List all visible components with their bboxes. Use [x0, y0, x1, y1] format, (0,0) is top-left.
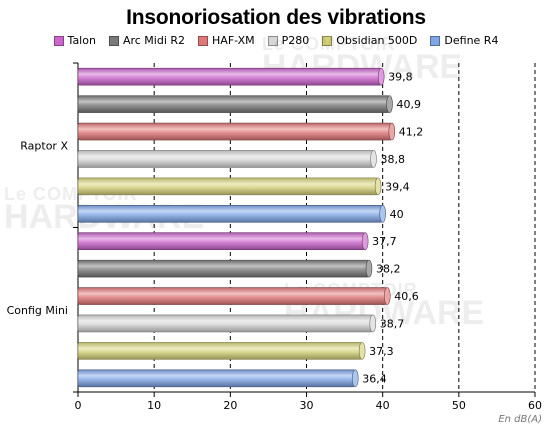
bar-cap: [379, 204, 386, 223]
legend-label: Talon: [67, 34, 96, 47]
x-tick-label: 60: [528, 399, 542, 412]
data-label: 36,4: [362, 372, 387, 385]
bar-cap: [358, 342, 366, 360]
data-label: 37,3: [369, 345, 394, 358]
legend-swatch: [267, 35, 278, 46]
x-tick-label: 30: [300, 399, 314, 412]
legend-swatch: [108, 35, 119, 46]
x-tick-label: 50: [452, 399, 466, 412]
chart-title: Insonoriosation des vibrations: [126, 6, 426, 29]
bar-arc-midi-r2: [77, 259, 370, 278]
bar-talon: [77, 67, 382, 86]
bar-cap: [386, 95, 393, 113]
bar-cap: [351, 369, 359, 388]
category-label: Config Mini: [7, 304, 68, 317]
data-label: 39,4: [385, 180, 410, 193]
bar-obsidian-500d: [77, 342, 363, 360]
bar-cap: [374, 177, 382, 196]
x-tick-label: 10: [147, 399, 161, 412]
bar-cap: [377, 67, 385, 86]
data-label: 38,2: [376, 263, 401, 276]
x-tick-label: 40: [376, 399, 390, 412]
legend-item-4: Obsidian 500D: [322, 34, 417, 47]
bar-haf-xm: [77, 287, 388, 305]
data-label: 40: [390, 208, 404, 221]
legend-item-3: P280: [267, 34, 310, 47]
legend-label: P280: [281, 34, 310, 47]
bar-cap: [388, 122, 396, 141]
bar-cap: [361, 232, 369, 251]
x-tick-label: 20: [223, 399, 237, 412]
bar-cap: [369, 314, 377, 333]
bar-cap: [370, 150, 377, 168]
x-tick-label: 0: [75, 399, 82, 412]
data-label: 40,9: [397, 98, 422, 111]
legend: Talon Arc Midi R2 HAF-XM P280 Obsidian 500D D…: [0, 34, 552, 47]
bar-talon: [77, 232, 366, 251]
legend-swatch: [198, 35, 209, 46]
legend-item-5: Define R4: [430, 34, 498, 47]
legend-label: Arc Midi R2: [122, 34, 186, 47]
legend-item-2: HAF-XM: [198, 34, 255, 47]
bar-obsidian-500d: [77, 177, 379, 196]
legend-label: HAF-XM: [212, 34, 255, 47]
bar-haf-xm: [77, 122, 393, 141]
bar-p280: [77, 150, 374, 168]
legend-item-0: Talon: [53, 34, 96, 47]
bar-p280: [77, 314, 374, 333]
legend-swatch: [322, 35, 333, 46]
data-label: 37,7: [372, 235, 397, 248]
data-label: 41,2: [399, 126, 424, 139]
bar-arc-midi-r2: [77, 95, 390, 113]
data-label: 39,8: [388, 71, 413, 84]
legend-label: Define R4: [444, 34, 499, 47]
data-label: 40,6: [394, 290, 419, 303]
data-label: 38,7: [380, 317, 405, 330]
bar-define-r4: [77, 369, 356, 388]
bar-cap: [383, 287, 391, 305]
watermark-line1: Le COMPTOIR: [262, 34, 396, 54]
legend-label: Obsidian 500D: [336, 34, 418, 47]
legend-swatch: [53, 35, 64, 46]
data-label: 38,8: [381, 153, 406, 166]
legend-item-1: Arc Midi R2: [108, 34, 186, 47]
bar-define-r4: [77, 204, 383, 223]
legend-swatch: [430, 35, 441, 46]
category-label: Raptor X: [20, 139, 68, 152]
bar-cap: [365, 259, 373, 278]
x-axis-unit-label: En dB(A): [498, 414, 542, 425]
